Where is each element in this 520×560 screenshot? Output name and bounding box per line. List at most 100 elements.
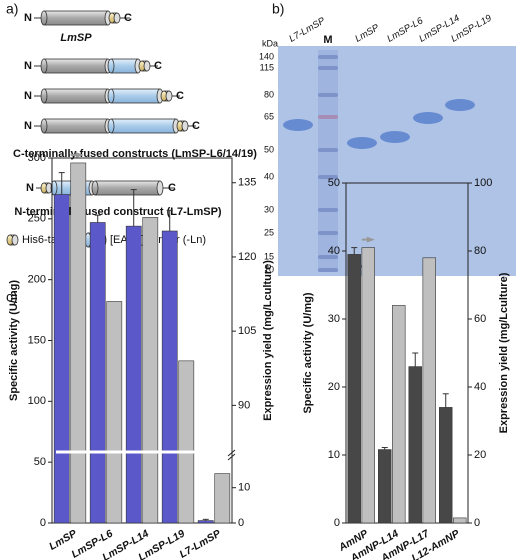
y2-tick-label: 120 — [238, 251, 256, 263]
chart: 0 10 20 30 40 50 0 20 40 60 80 100 Specific activity… — [302, 177, 510, 560]
terminus-label: N — [24, 120, 32, 132]
caption: C-terminally fused constructs (LmSP-L6/1… — [13, 148, 257, 160]
cylinder — [40, 182, 53, 194]
y2-tick-label: 0 — [474, 517, 480, 529]
cylinder — [40, 88, 112, 104]
chart: 0 50 100 150 200 250 300 0 10 90 105 120 135 Specific… — [8, 152, 274, 560]
bar — [408, 366, 422, 524]
cylinder — [40, 58, 112, 74]
marker-label: 30 — [264, 204, 274, 214]
cylinder — [40, 10, 112, 26]
cylinder — [108, 12, 121, 24]
axis-arrow — [56, 203, 65, 210]
y-tick-label: 10 — [328, 449, 340, 461]
cylinder-end — [40, 118, 48, 134]
bar — [392, 305, 406, 524]
protein-band — [413, 112, 443, 124]
y-tick-label: 300 — [28, 152, 46, 164]
error-bar — [442, 393, 449, 408]
marker-label: 65 — [264, 111, 274, 121]
marker-label: 80 — [264, 89, 274, 99]
y2-tick-label: 90 — [238, 399, 250, 411]
bar — [89, 222, 106, 524]
y-tick-label: 250 — [28, 213, 46, 225]
protein-band — [347, 137, 377, 149]
y-tick-label: 0 — [334, 517, 340, 529]
marker-label: 115 — [260, 62, 274, 72]
y2-tick-label: 105 — [238, 325, 256, 337]
terminus-label: C — [124, 12, 132, 24]
lane-label: L7-LmSP — [287, 15, 327, 45]
cylinder-body — [43, 10, 109, 26]
error-bar — [166, 209, 173, 231]
bar — [53, 194, 70, 524]
cylinder-body — [110, 88, 161, 104]
y-axis-label: Specific activity (U/mg) — [8, 280, 20, 401]
cylinder-body — [110, 58, 139, 74]
terminus-label: C — [154, 60, 162, 72]
y2-axis-label: Expression yield (mg/Lculture) — [262, 260, 274, 421]
marker-lane — [318, 50, 338, 272]
panel-label: c) — [6, 289, 18, 305]
y2-tick-label: 0 — [238, 517, 244, 529]
cylinder-end — [143, 60, 151, 72]
bar — [197, 520, 214, 524]
error-bar — [202, 518, 209, 521]
plot-frame — [345, 182, 469, 524]
cylinder-end — [165, 90, 173, 102]
cylinder-body — [94, 180, 161, 196]
terminus-label: N — [24, 90, 32, 102]
cylinder-end — [156, 180, 164, 196]
cylinder-end — [107, 58, 115, 74]
error-bar — [412, 352, 419, 367]
cylinder-end — [11, 234, 19, 246]
y2-tick-label: 80 — [474, 245, 486, 257]
kda-label: kDa — [262, 38, 278, 48]
marker-label: 25 — [264, 227, 274, 237]
bar — [70, 162, 87, 524]
y-axis-label: Specific activity (U/mg) — [302, 292, 314, 413]
cylinder-body — [43, 58, 109, 74]
bar — [125, 225, 142, 524]
terminus-label: N — [24, 12, 32, 24]
bar — [439, 407, 453, 524]
bar — [453, 517, 467, 524]
construct-name: LmSP — [60, 32, 92, 44]
marker-label: 140 — [259, 51, 274, 61]
protein-band — [380, 131, 410, 143]
error-bar — [94, 214, 101, 223]
bar — [422, 257, 436, 524]
protein-band — [445, 99, 475, 111]
y2-tick-label: 135 — [238, 177, 256, 189]
break-mark — [227, 453, 236, 461]
bar — [378, 449, 392, 524]
bar — [347, 254, 361, 524]
error-bar — [130, 189, 137, 227]
axis-arrow — [349, 263, 358, 270]
terminus-label: C — [192, 120, 200, 132]
y-tick-label: 150 — [28, 334, 46, 346]
y2-tick-label: 40 — [474, 381, 486, 393]
y2-tick-label: 10 — [238, 482, 250, 494]
bar — [161, 230, 178, 524]
x-tick-label: L7-LmSP — [177, 527, 223, 560]
cylinder — [107, 58, 142, 74]
gel — [278, 46, 516, 276]
y-tick-label: 50 — [328, 177, 340, 189]
terminus-label: C — [176, 90, 184, 102]
cylinder — [176, 120, 189, 132]
y2-tick-label: 100 — [474, 177, 492, 189]
error-bar — [381, 447, 388, 450]
cylinder-body — [110, 118, 177, 134]
marker-label: 15 — [264, 251, 274, 261]
panel-label: a) — [6, 1, 18, 17]
terminus-label: N — [24, 60, 32, 72]
axis-arrow — [75, 151, 84, 158]
axis-arrow — [366, 236, 375, 243]
marker-label: 10 — [264, 264, 274, 274]
panel-label: b) — [272, 1, 284, 17]
protein-band — [283, 119, 313, 131]
cylinder — [107, 88, 164, 104]
